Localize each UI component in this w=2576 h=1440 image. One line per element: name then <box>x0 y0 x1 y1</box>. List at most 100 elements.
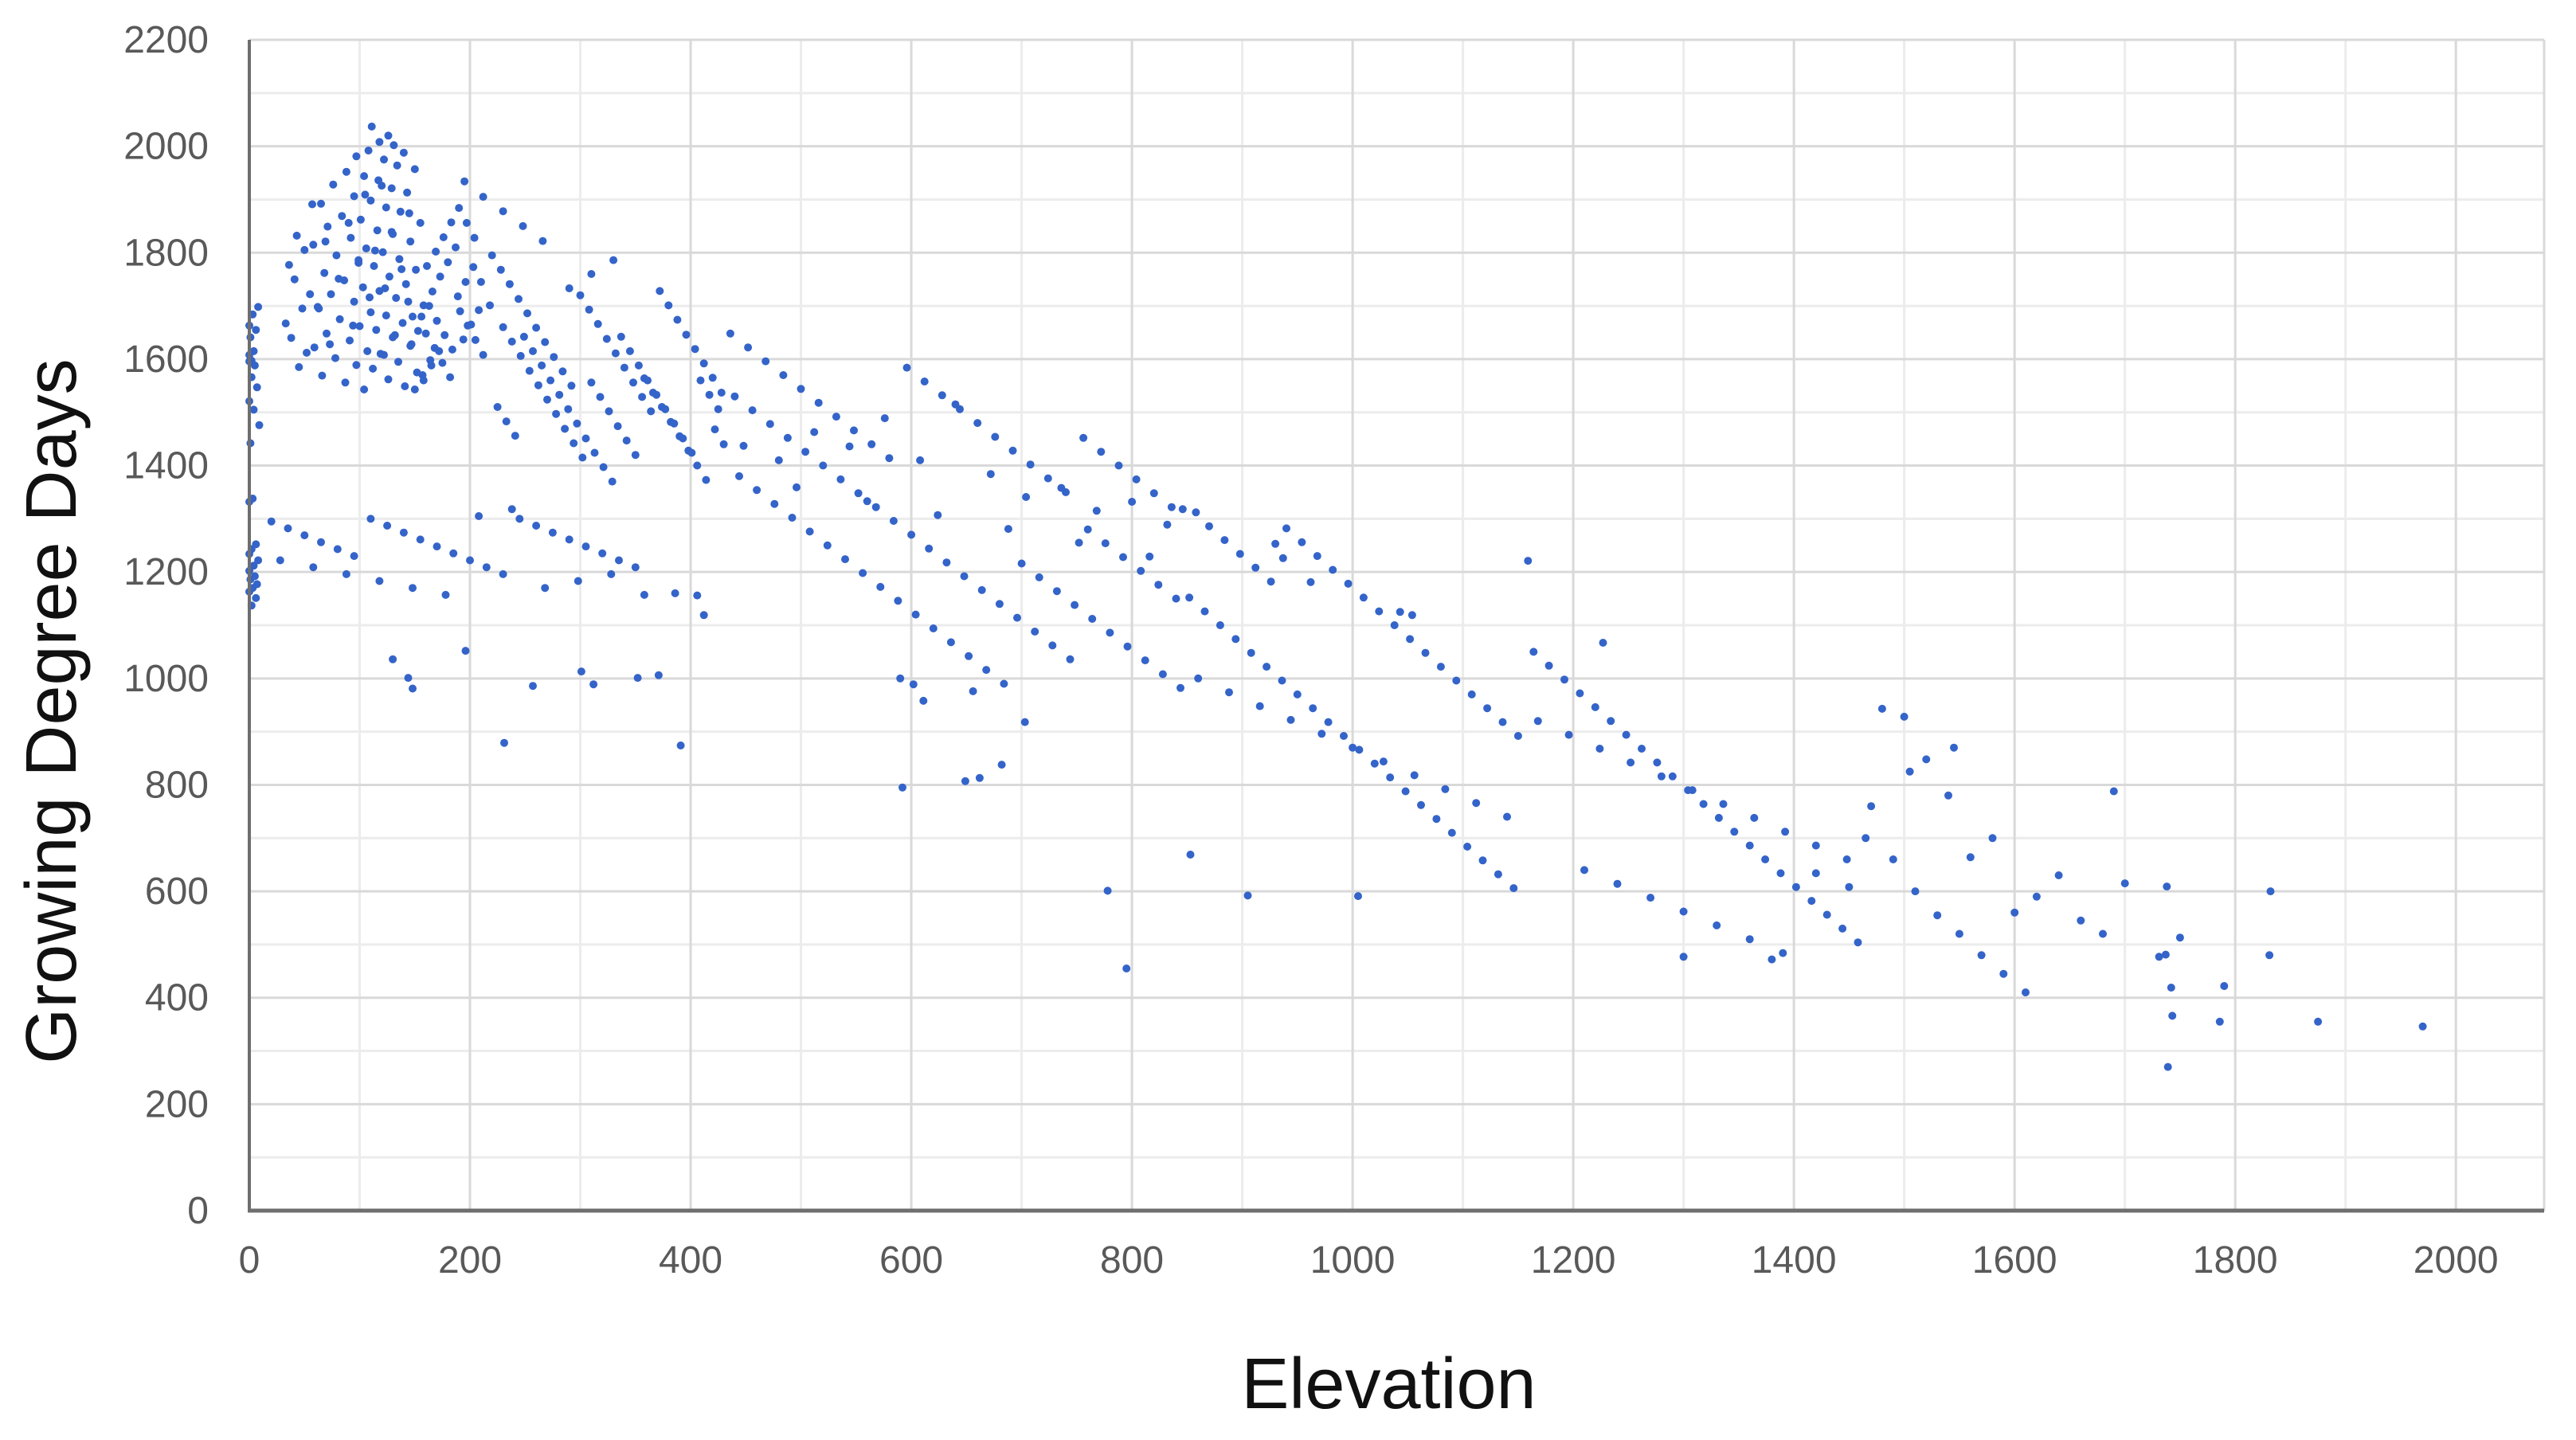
data-point <box>929 624 938 632</box>
data-point <box>309 563 318 572</box>
data-point <box>960 572 969 581</box>
data-point <box>555 390 564 399</box>
data-point <box>1172 594 1180 603</box>
data-point <box>1052 587 1061 596</box>
data-point <box>615 556 623 565</box>
data-point <box>1092 507 1101 515</box>
data-point <box>682 331 691 339</box>
data-point <box>447 218 456 227</box>
data-point <box>1048 641 1057 650</box>
data-point <box>648 389 657 397</box>
data-point <box>598 549 607 558</box>
data-point <box>894 597 902 605</box>
data-point <box>366 196 375 205</box>
data-point <box>620 363 628 372</box>
data-point <box>625 346 634 355</box>
data-point <box>581 434 590 443</box>
y-tick-label: 200 <box>145 1083 209 1125</box>
data-point <box>613 422 622 431</box>
data-point <box>366 308 375 317</box>
data-point <box>1340 732 1348 740</box>
data-point <box>412 265 421 274</box>
data-point <box>399 528 408 537</box>
data-point <box>515 295 523 303</box>
data-point <box>995 600 1004 608</box>
data-point <box>1776 869 1785 878</box>
data-point <box>1503 812 1511 821</box>
data-point <box>693 461 702 470</box>
data-point <box>622 436 631 445</box>
data-point <box>546 376 555 385</box>
data-point <box>1013 613 1021 622</box>
y-axis-title: Growing Degree Days <box>12 358 92 1063</box>
data-point <box>640 590 648 599</box>
data-point <box>934 511 942 519</box>
data-point <box>609 256 618 264</box>
data-point <box>997 761 1006 769</box>
data-point <box>1235 550 1244 558</box>
data-point <box>1375 607 1384 616</box>
data-point <box>1220 536 1229 545</box>
data-point <box>413 327 422 335</box>
data-point <box>529 346 537 355</box>
data-point <box>1977 951 1986 960</box>
data-point <box>502 417 511 426</box>
data-point <box>1699 800 1708 808</box>
data-point <box>1271 539 1280 548</box>
data-point <box>306 290 315 299</box>
data-point <box>252 593 260 602</box>
y-tick-label: 800 <box>145 764 209 806</box>
data-point <box>1119 553 1127 562</box>
data-point <box>338 212 346 221</box>
data-point <box>1075 538 1083 547</box>
data-point <box>2418 1022 2427 1031</box>
data-point <box>961 777 969 785</box>
data-point <box>1163 520 1172 529</box>
data-point <box>2266 887 2275 896</box>
data-point <box>355 322 364 331</box>
y-tick-label: 1400 <box>123 445 209 487</box>
data-point <box>284 524 292 533</box>
data-point <box>705 390 714 399</box>
data-point <box>541 338 550 346</box>
x-tick-label: 400 <box>659 1239 722 1282</box>
data-point <box>801 448 810 456</box>
data-point <box>250 361 259 370</box>
data-point <box>397 265 406 273</box>
data-point <box>418 371 427 379</box>
data-point <box>1407 611 1416 620</box>
data-point <box>1807 897 1816 906</box>
data-point <box>2120 879 2129 888</box>
data-point <box>570 439 578 448</box>
data-point <box>538 361 546 370</box>
data-point <box>793 483 801 491</box>
data-point <box>453 292 462 301</box>
data-point <box>421 329 430 338</box>
data-point <box>1498 718 1507 726</box>
data-point <box>836 475 845 483</box>
data-point <box>946 638 955 647</box>
x-tick-label: 1600 <box>1972 1239 2057 1282</box>
data-point <box>867 440 876 448</box>
data-point <box>1911 887 1920 896</box>
y-tick-label: 2000 <box>123 126 209 168</box>
data-point <box>770 499 779 508</box>
data-point <box>500 738 508 747</box>
data-point <box>880 414 889 423</box>
data-point <box>1889 855 1897 863</box>
data-point <box>543 395 551 404</box>
data-point <box>1452 676 1461 685</box>
data-point <box>2077 916 2085 925</box>
data-point <box>361 190 370 199</box>
data-point <box>406 237 415 246</box>
data-point <box>573 419 581 428</box>
data-point <box>511 432 519 440</box>
data-point <box>461 278 470 286</box>
data-point <box>1132 475 1141 483</box>
data-point <box>876 582 885 591</box>
data-point <box>440 331 449 339</box>
data-point <box>1194 674 1203 683</box>
data-point <box>1306 577 1315 586</box>
data-point <box>810 428 819 436</box>
